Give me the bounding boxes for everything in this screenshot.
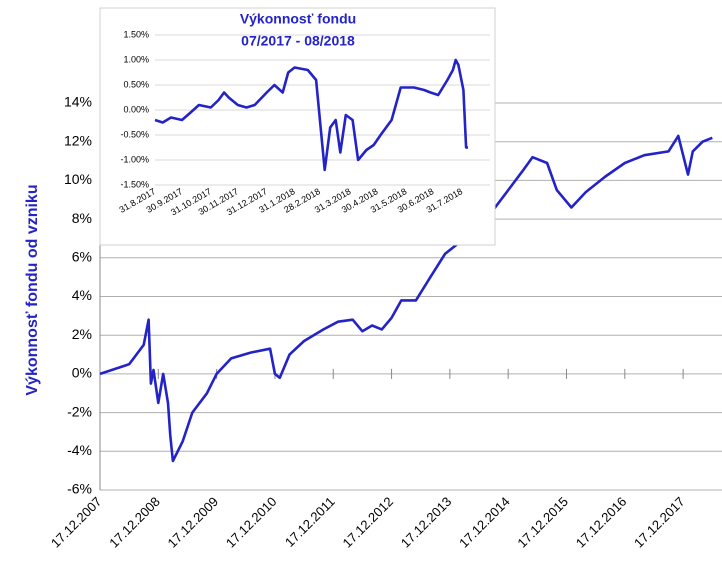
x-tick-label: 17.12.2009 <box>165 494 222 551</box>
y-tick-label: 14% <box>64 94 92 110</box>
x-tick-label: 17.12.2008 <box>106 494 163 551</box>
x-tick-label: 17.12.2010 <box>223 494 280 551</box>
y-tick-label: 0.00% <box>123 104 149 114</box>
x-tick-label: 17.12.2011 <box>282 494 338 550</box>
y-tick-label: 4% <box>72 287 92 303</box>
x-tick-label: 17.12.2013 <box>398 494 455 551</box>
y-tick-label: 6% <box>72 249 92 265</box>
y-tick-label: -6% <box>67 481 92 497</box>
x-tick-label: 17.12.2014 <box>456 494 513 551</box>
y-tick-label: -0.50% <box>120 129 149 139</box>
inset-frame <box>99 7 496 246</box>
x-tick-label: 17.12.2017 <box>631 494 688 551</box>
x-tick-label: 17.12.2015 <box>514 494 571 551</box>
inset-subtitle: 07/2017 - 08/2018 <box>241 33 355 49</box>
y-tick-label: 1.50% <box>123 29 149 39</box>
y-tick-label: -2% <box>67 403 92 419</box>
y-tick-label: 2% <box>72 326 92 342</box>
y-tick-label: 10% <box>64 171 92 187</box>
data-line <box>99 134 713 463</box>
y-tick-label: -1.00% <box>120 154 149 164</box>
y-tick-label: 1.00% <box>123 54 149 64</box>
y-tick-label: -1.50% <box>120 179 149 189</box>
y-tick-label: 0% <box>72 365 92 381</box>
y-axis-title: Výkonnosť fondu od vzniku <box>24 184 41 395</box>
y-tick-label: -4% <box>67 442 92 458</box>
x-tick-label: 17.12.2007 <box>48 494 105 551</box>
y-tick-label: 8% <box>72 210 92 226</box>
y-tick-label: 12% <box>64 132 92 148</box>
y-tick-label: 0.50% <box>123 79 149 89</box>
x-tick-label: 17.12.2016 <box>573 494 630 551</box>
inset-title: Výkonnosť fondu <box>240 11 356 27</box>
x-tick-label: 17.12.2012 <box>339 494 396 551</box>
data-line <box>154 58 468 172</box>
